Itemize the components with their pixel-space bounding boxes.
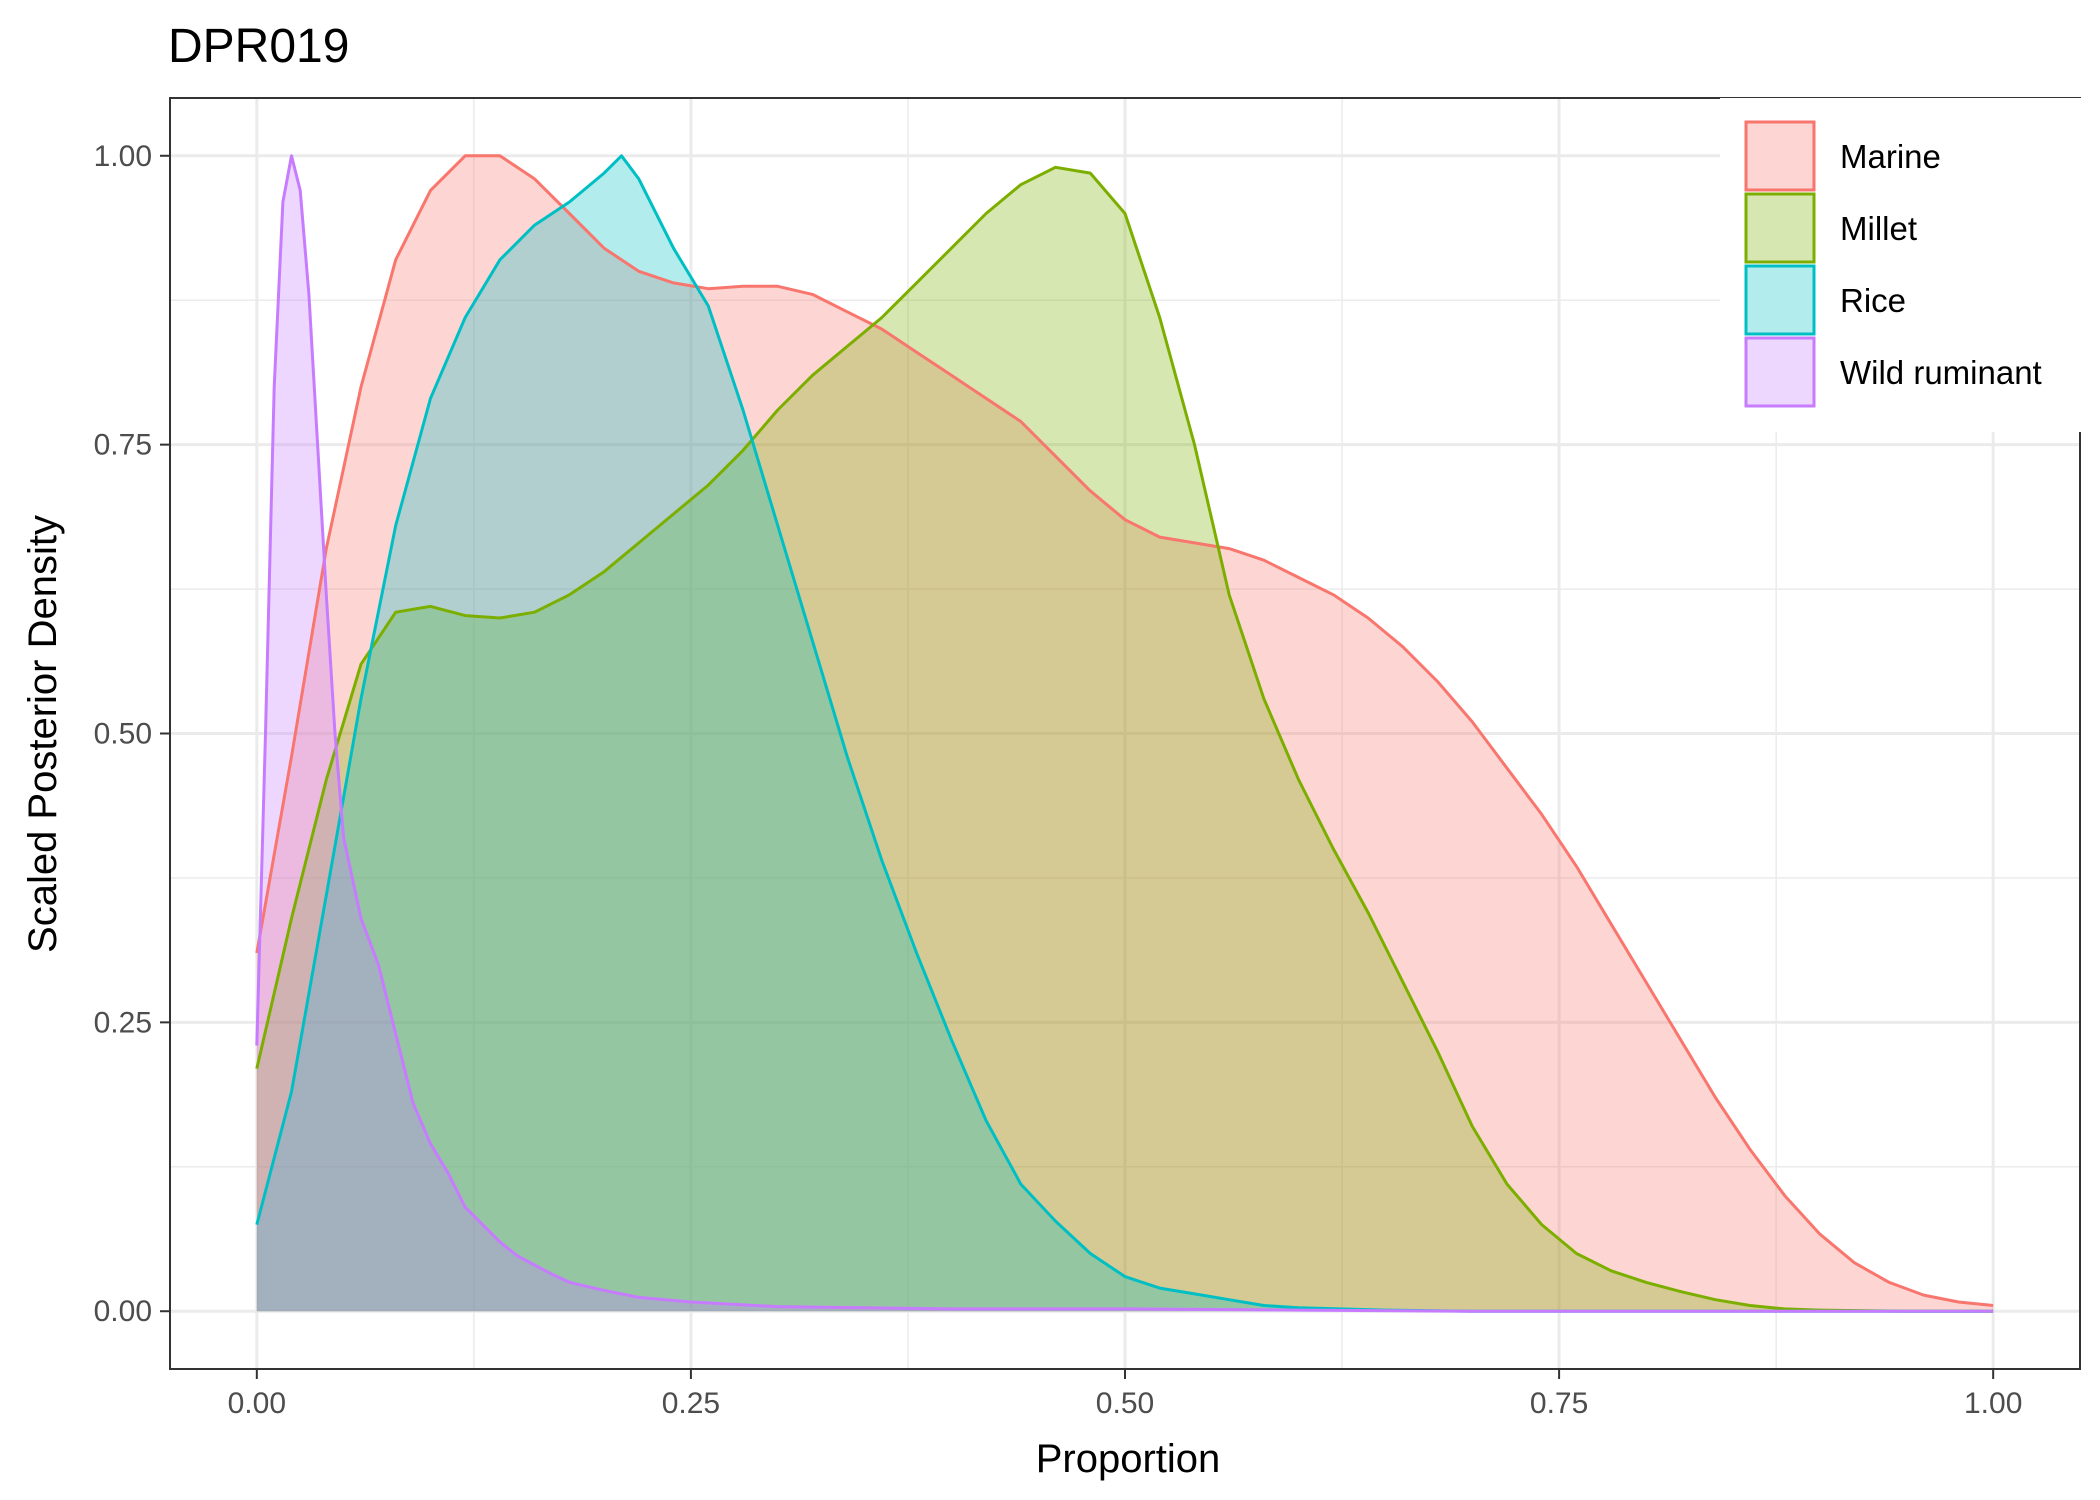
legend-label-millet: Millet — [1840, 210, 1917, 247]
y-tick-label: 1.00 — [94, 140, 152, 173]
legend-label-marine: Marine — [1840, 138, 1941, 175]
x-tick-label: 0.75 — [1530, 1387, 1588, 1420]
x-tick-label: 1.00 — [1964, 1387, 2022, 1420]
x-tick-label: 0.00 — [228, 1387, 286, 1420]
density-area-marine — [256, 155, 1994, 1312]
y-tick-label: 0.25 — [94, 1006, 152, 1039]
legend-key-millet — [1744, 192, 1816, 264]
y-axis-title: Scaled Posterior Density — [21, 515, 65, 953]
density-area-millet — [256, 167, 1994, 1312]
y-tick-label: 0.00 — [94, 1295, 152, 1328]
legend-label-rice: Rice — [1840, 282, 1906, 319]
density-lines — [255, 154, 1994, 1313]
legend-key-marine — [1744, 120, 1816, 192]
density-areas — [256, 155, 1994, 1312]
density-line-wild-ruminant — [255, 154, 1994, 1313]
density-line-rice — [255, 154, 1994, 1313]
x-axis: 0.00 0.25 0.50 0.75 1.00 — [228, 1369, 2022, 1420]
x-axis-title: Proportion — [1036, 1437, 1221, 1481]
y-axis: 0.00 0.25 0.50 0.75 1.00 — [94, 140, 170, 1328]
legend: Marine Millet Rice Wild ruminant — [1720, 98, 2086, 432]
legend-key-wild-ruminant — [1744, 336, 1816, 408]
legend-key-rice — [1744, 264, 1816, 336]
x-tick-label: 0.25 — [662, 1387, 720, 1420]
y-tick-label: 0.75 — [94, 429, 152, 462]
chart-title: DPR019 — [168, 20, 349, 73]
density-area-rice — [256, 155, 1994, 1312]
x-tick-label: 0.50 — [1096, 1387, 1154, 1420]
density-area-wild-ruminant — [256, 155, 1994, 1312]
y-tick-label: 0.50 — [94, 718, 152, 751]
legend-label-wild-ruminant: Wild ruminant — [1840, 354, 2042, 391]
density-line-millet — [255, 165, 1994, 1313]
density-line-marine — [255, 154, 1994, 1307]
